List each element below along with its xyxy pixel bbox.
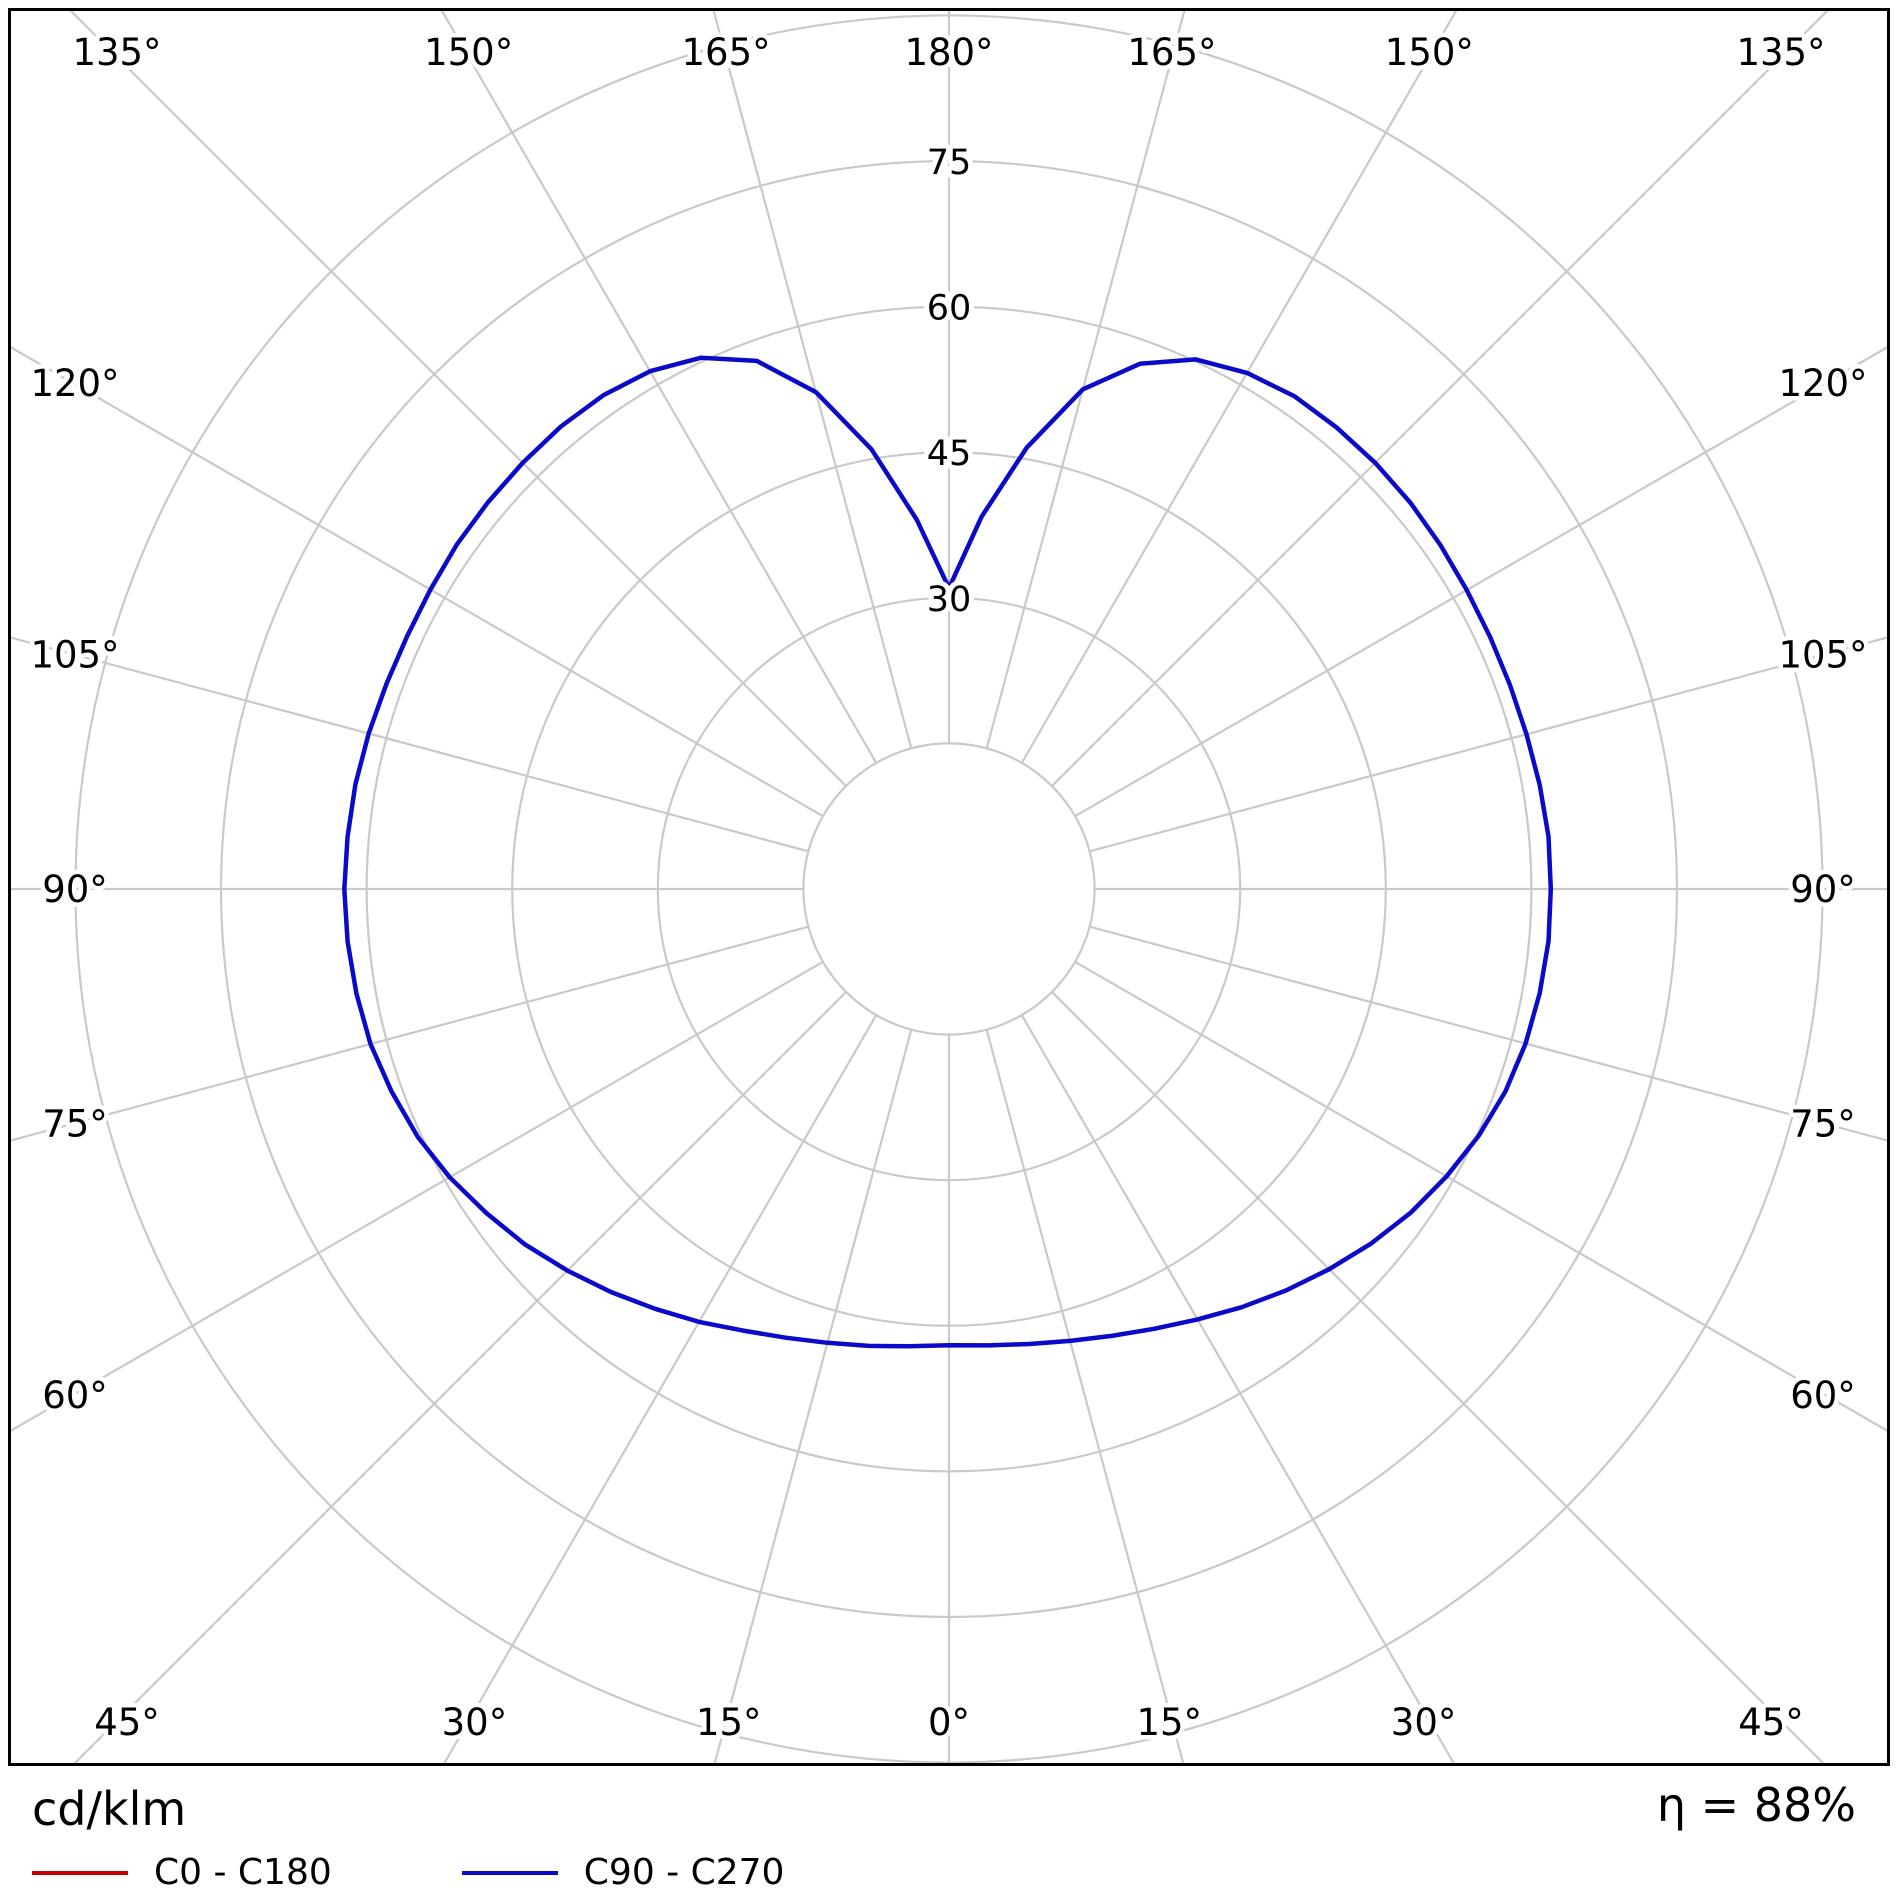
- polar-ray-330: [443, 1014, 878, 1763]
- radial-tick-label-30: 30: [927, 580, 972, 620]
- angle-label-left: 75°: [42, 1103, 108, 1146]
- angle-label-left: 120°: [30, 362, 119, 405]
- polar-ray-120: [1074, 346, 1887, 818]
- polar-ray-255: [11, 636, 809, 853]
- radial-tick-label-75: 75: [927, 143, 972, 183]
- legend-label-c90-c270: C90 - C270: [583, 1852, 785, 1893]
- angle-label-bottom: 0°: [928, 1701, 970, 1744]
- legend-label-c0-c180: C0 - C180: [154, 1852, 332, 1893]
- angle-label-top: 135°: [1736, 31, 1825, 74]
- polar-ray-135: [1051, 11, 1829, 787]
- angle-label-top: 180°: [904, 31, 993, 74]
- angle-label-bottom: 30°: [1391, 1701, 1457, 1744]
- angle-label-left: 90°: [42, 868, 108, 911]
- polar-ray-150: [1020, 11, 1458, 764]
- polar-ray-240: [11, 346, 824, 818]
- polar-ray-285: [11, 925, 809, 1142]
- angle-label-right: 120°: [1778, 362, 1867, 405]
- legend: C0 - C180 C90 - C270: [32, 1852, 784, 1893]
- polar-chart-canvas: 30 45 60 75 135° 150° 165° 180° 165° 150° 135° 120°…: [11, 11, 1887, 1763]
- polar-ray-315: [73, 991, 847, 1763]
- units-label: cd/klm: [32, 1782, 187, 1836]
- angle-label-top: 150°: [424, 31, 513, 74]
- polar-ray-105: [1089, 636, 1887, 853]
- polar-ray-165: [985, 11, 1186, 749]
- c0-c180-line-swatch: [32, 1870, 128, 1875]
- angle-label-top: 165°: [682, 31, 771, 74]
- angle-label-right: 90°: [1790, 868, 1856, 911]
- angle-label-right: 60°: [1790, 1374, 1856, 1417]
- angle-label-left: 60°: [42, 1374, 108, 1417]
- polar-ring-15: [802, 742, 1096, 1036]
- polar-ray-300: [11, 960, 824, 1432]
- polar-ray-45: [1051, 991, 1825, 1763]
- radial-tick-label-45: 45: [927, 434, 972, 474]
- radial-tick-label-60: 60: [927, 289, 972, 329]
- polar-ray-225: [69, 11, 847, 787]
- c90-c270-line-swatch: [461, 1870, 558, 1875]
- polar-ray-195: [712, 11, 913, 749]
- angle-label-top: 165°: [1127, 31, 1216, 74]
- polar-photometric-chart: 30 45 60 75 135° 150° 165° 180° 165° 150° 135° 120°…: [8, 8, 1890, 1766]
- angle-label-bottom: 45°: [1738, 1701, 1804, 1744]
- angle-label-bottom: 15°: [696, 1701, 762, 1744]
- polar-ray-210: [440, 11, 878, 764]
- angle-label-left: 105°: [30, 633, 119, 676]
- polar-ray-75: [1089, 925, 1887, 1142]
- efficiency-label: η = 88%: [1656, 1778, 1856, 1832]
- polar-ray-30: [1020, 1014, 1455, 1763]
- legend-item-c0-c180: C0 - C180: [32, 1852, 332, 1893]
- polar-ray-60: [1074, 960, 1887, 1432]
- angle-label-top: 150°: [1385, 31, 1474, 74]
- angle-label-bottom: 45°: [94, 1701, 160, 1744]
- angle-label-right: 75°: [1790, 1103, 1856, 1146]
- angle-label-bottom: 15°: [1136, 1701, 1202, 1744]
- legend-item-c90-c270: C90 - C270: [461, 1852, 785, 1893]
- polar-ray-15: [985, 1029, 1185, 1763]
- angle-label-right: 105°: [1778, 633, 1867, 676]
- angle-label-bottom: 30°: [442, 1701, 508, 1744]
- c90-c270-curve: [342, 355, 1554, 1349]
- polar-ray-345: [713, 1029, 913, 1763]
- angle-label-top: 135°: [72, 31, 161, 74]
